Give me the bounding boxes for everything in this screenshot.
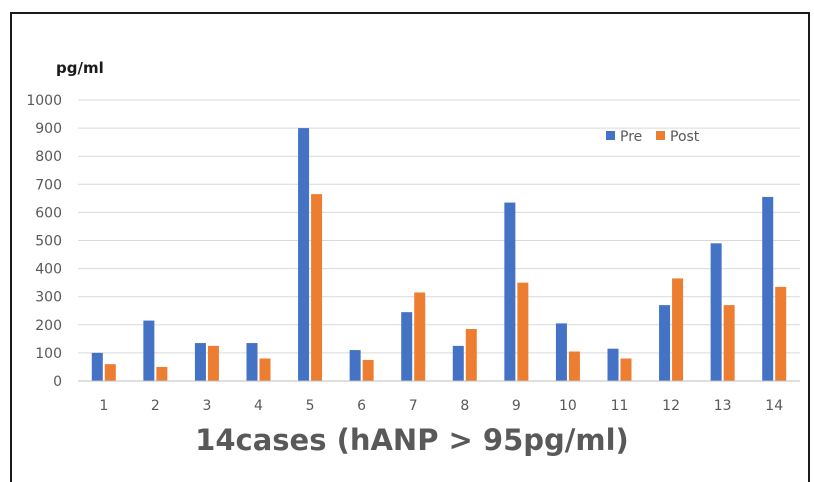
y-tick-labels: 0 100 200 300 400 500 600 700 800 900 1000 <box>26 93 62 390</box>
bar-pre-9 <box>504 202 516 381</box>
bar-post-4 <box>259 358 271 381</box>
y-tick-label: 900 <box>35 121 62 137</box>
y-tick-label: 300 <box>35 290 62 306</box>
x-tick-label: 13 <box>714 398 732 414</box>
x-tick-label: 4 <box>254 398 263 414</box>
gridlines <box>78 99 800 354</box>
bar-post-7 <box>414 292 426 381</box>
legend-label-post: Post <box>670 129 700 145</box>
y-tick-label: 200 <box>35 318 62 334</box>
x-tick-label: 2 <box>151 398 160 414</box>
y-tick-label: 700 <box>35 177 62 193</box>
x-tick-label: 1 <box>99 398 108 414</box>
bar-pre-8 <box>452 345 464 381</box>
y-tick-label: 600 <box>35 205 62 221</box>
bar-post-2 <box>156 366 168 381</box>
chart-caption: 14cases (hANP > 95pg/ml) <box>195 423 629 457</box>
bar-post-14 <box>775 286 787 381</box>
bar-pre-6 <box>349 350 361 381</box>
x-tick-label: 11 <box>611 398 629 414</box>
bar-post-5 <box>311 194 323 381</box>
bar-post-1 <box>104 364 116 381</box>
legend-swatch-post <box>656 131 665 140</box>
chart-frame <box>10 12 810 482</box>
y-tick-label: 0 <box>53 374 62 390</box>
x-tick-label: 14 <box>765 398 783 414</box>
x-tick-label: 10 <box>559 398 577 414</box>
bar-pre-1 <box>91 352 103 381</box>
x-tick-label: 8 <box>460 398 469 414</box>
bar-pre-11 <box>607 348 619 381</box>
bar-post-9 <box>517 282 529 381</box>
bar-pre-10 <box>555 323 567 381</box>
bar-post-10 <box>568 351 580 381</box>
y-tick-label: 1000 <box>26 93 62 109</box>
bar-post-8 <box>465 329 477 381</box>
x-tick-label: 3 <box>202 398 211 414</box>
x-tick-label: 12 <box>662 398 680 414</box>
y-unit-label: pg/ml <box>56 59 104 77</box>
bar-pre-14 <box>762 196 774 381</box>
bar-pre-7 <box>401 312 413 381</box>
bar-post-13 <box>723 305 735 381</box>
bar-pre-4 <box>246 343 258 381</box>
y-tick-label: 100 <box>35 346 62 362</box>
x-tick-label: 7 <box>409 398 418 414</box>
x-tick-label: 5 <box>306 398 315 414</box>
bar-post-12 <box>672 278 684 381</box>
y-tick-label: 500 <box>35 234 62 250</box>
legend-label-pre: Pre <box>620 129 642 145</box>
bar-pre-5 <box>298 128 310 381</box>
legend-swatch-pre <box>606 131 615 140</box>
bar-post-6 <box>362 359 374 381</box>
x-tick-label: 9 <box>512 398 521 414</box>
bar-pre-2 <box>143 320 155 381</box>
x-tick-labels: 1 2 3 4 5 6 7 8 9 10 11 12 13 14 <box>99 398 783 414</box>
y-tick-label: 400 <box>35 262 62 278</box>
bar-post-3 <box>207 345 219 381</box>
bar-post-11 <box>620 358 632 381</box>
bars <box>91 128 787 381</box>
bar-pre-3 <box>194 343 206 381</box>
bar-pre-13 <box>710 243 722 381</box>
bar-chart: pg/ml 0 100 200 300 400 500 600 700 800 900 1000 1… <box>26 59 800 457</box>
bar-pre-12 <box>659 305 671 381</box>
legend: Pre Post <box>606 129 700 145</box>
x-tick-label: 6 <box>357 398 366 414</box>
y-tick-label: 800 <box>35 149 62 165</box>
